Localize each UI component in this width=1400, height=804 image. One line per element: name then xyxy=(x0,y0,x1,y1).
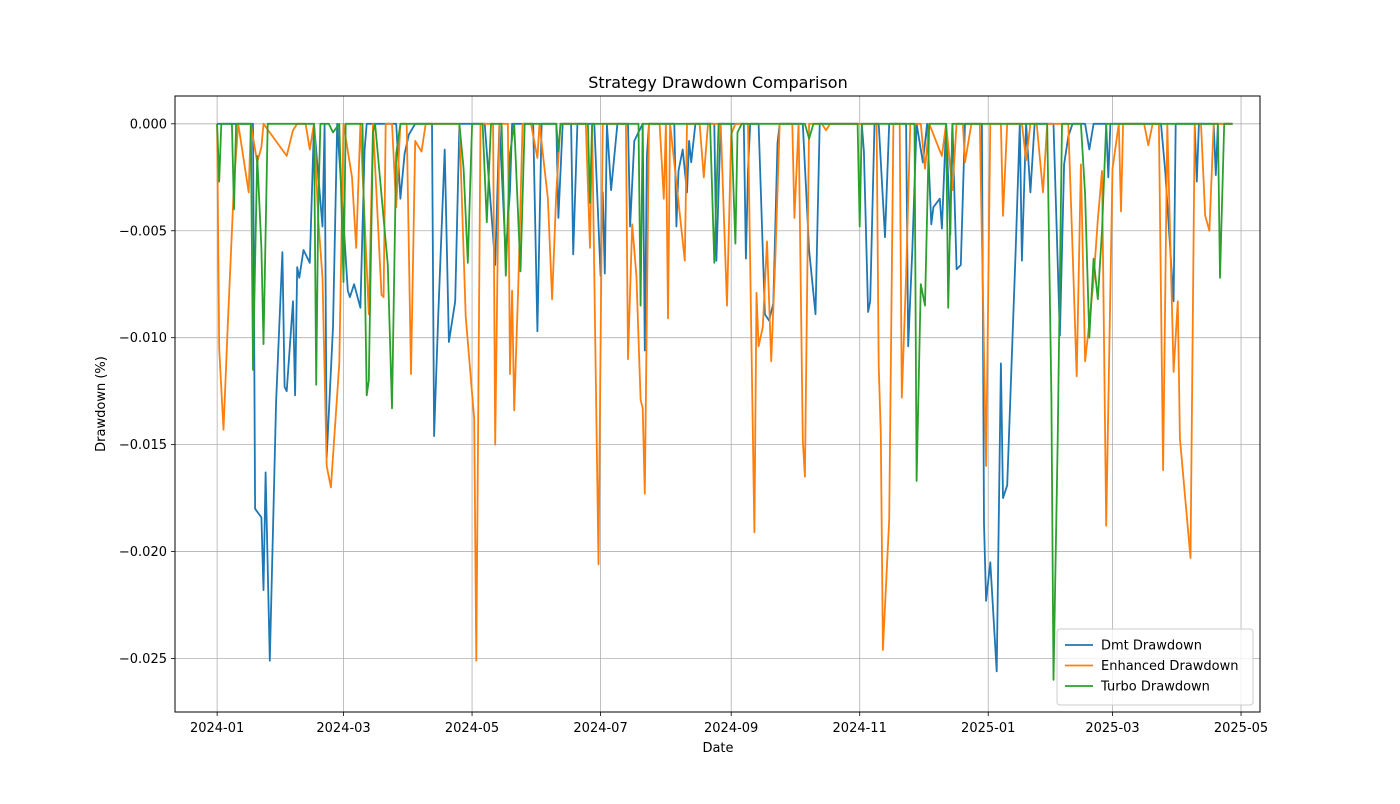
y-tick-label: −0.015 xyxy=(119,438,167,453)
y-tick-label: −0.025 xyxy=(119,652,167,667)
y-axis-label: Drawdown (%) xyxy=(94,356,109,452)
x-tick-label: 2024-03 xyxy=(316,721,370,736)
x-tick-label: 2024-09 xyxy=(704,721,758,736)
series-line-turbo-drawdown xyxy=(216,122,1233,681)
x-tick-label: 2024-11 xyxy=(833,721,887,736)
x-tick-label: 2025-01 xyxy=(961,721,1015,736)
legend-label: Enhanced Drawdown xyxy=(1101,659,1238,674)
y-tick-label: −0.005 xyxy=(119,224,167,239)
legend-box xyxy=(1056,628,1254,706)
legend-label: Dmt Drawdown xyxy=(1101,639,1202,654)
series-lines xyxy=(216,122,1233,681)
x-tick-label: 2024-07 xyxy=(573,721,627,736)
x-axis-label: Date xyxy=(702,741,733,756)
x-tick-label: 2025-03 xyxy=(1085,721,1139,736)
series-line-enhanced-drawdown xyxy=(216,122,1233,662)
x-tick-label: 2025-05 xyxy=(1214,721,1268,736)
axis-ticks: 2024-01 2024-03 2024-05 2024-07 2024-09 2024-… xyxy=(119,117,1268,736)
y-tick-label: −0.020 xyxy=(119,545,167,560)
x-tick-label: 2024-05 xyxy=(445,721,499,736)
plot-frame xyxy=(174,95,1261,713)
legend: Dmt Drawdown Enhanced Drawdown Turbo Drawd… xyxy=(1056,628,1254,706)
legend-label: Turbo Drawdown xyxy=(1100,680,1210,695)
chart-title: Strategy Drawdown Comparison xyxy=(588,73,847,92)
y-tick-label: 0.000 xyxy=(130,117,167,132)
x-tick-label: 2024-01 xyxy=(190,721,244,736)
y-tick-label: −0.010 xyxy=(119,331,167,346)
